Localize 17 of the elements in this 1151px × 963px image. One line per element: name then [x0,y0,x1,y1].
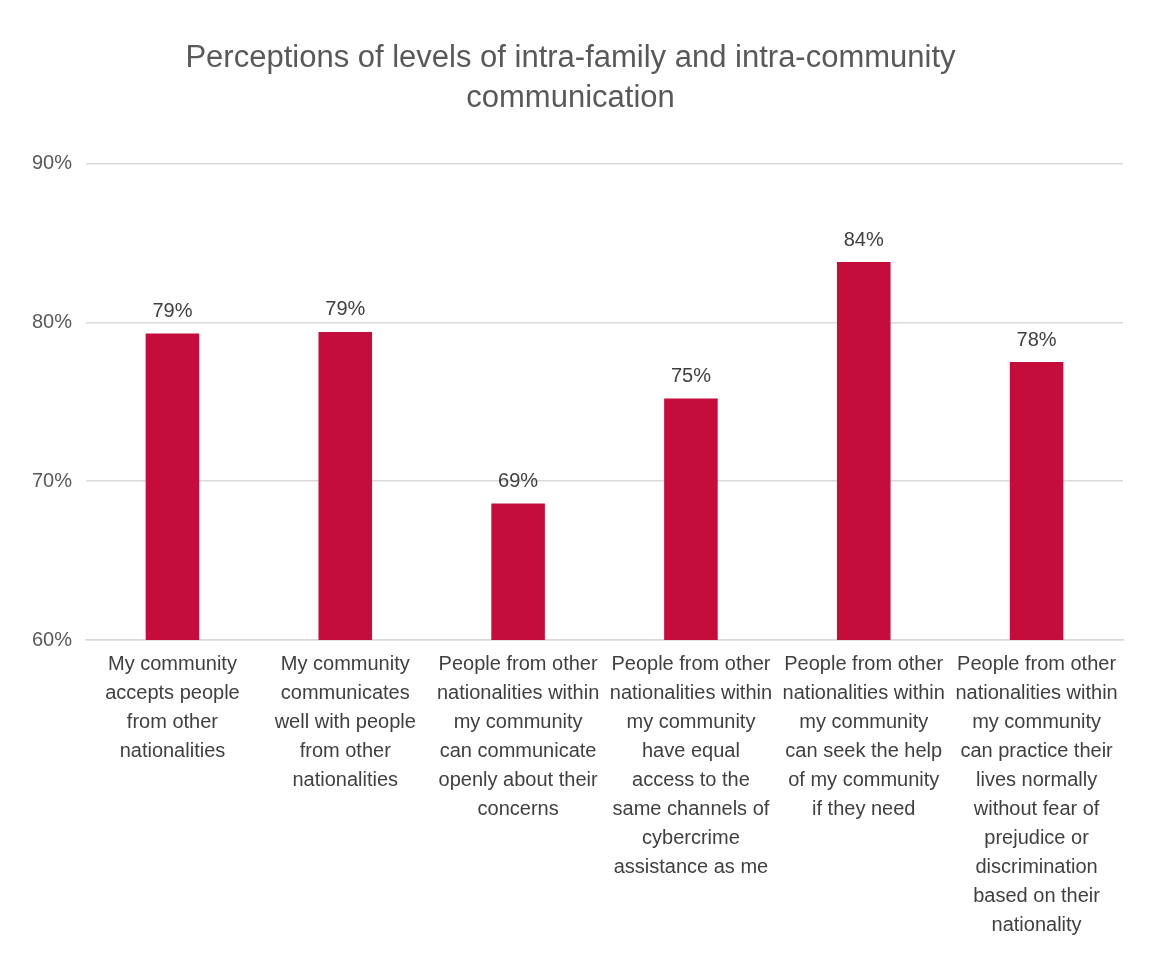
category-label: People from other nationalities within my community can practice their lives normally without fear of prejudice or discrimination based on their nationality [955,652,1118,936]
data-label: 69% [498,468,539,491]
data-label: 84% [843,227,884,250]
y-tick-label: 90% [32,151,73,174]
y-tick-label: 80% [32,309,73,332]
y-tick-label: 70% [32,468,73,491]
x-tick-label: My community communicates well with people from other nationalities [273,652,416,791]
x-tick-label: People from other nationalities within my community can seek the help of my community if they need [782,652,945,820]
x-tick-label: My community accepts people from other nationalities [105,652,240,762]
x-tick-label: People from other nationalities within my community have equal access to the same channels of cybercrime assistance as me [609,652,773,878]
chart-title: Perceptions of levels of intra-family and intra-community communication [185,38,957,114]
x-tick-label: People from other nationalities within my community can communicate openly about their concerns [436,652,600,820]
data-label: 79% [152,299,193,322]
y-tick-label: 60% [32,627,73,650]
data-label: 78% [1016,327,1057,350]
data-label: 79% [325,297,366,320]
data-label: 75% [670,364,712,387]
